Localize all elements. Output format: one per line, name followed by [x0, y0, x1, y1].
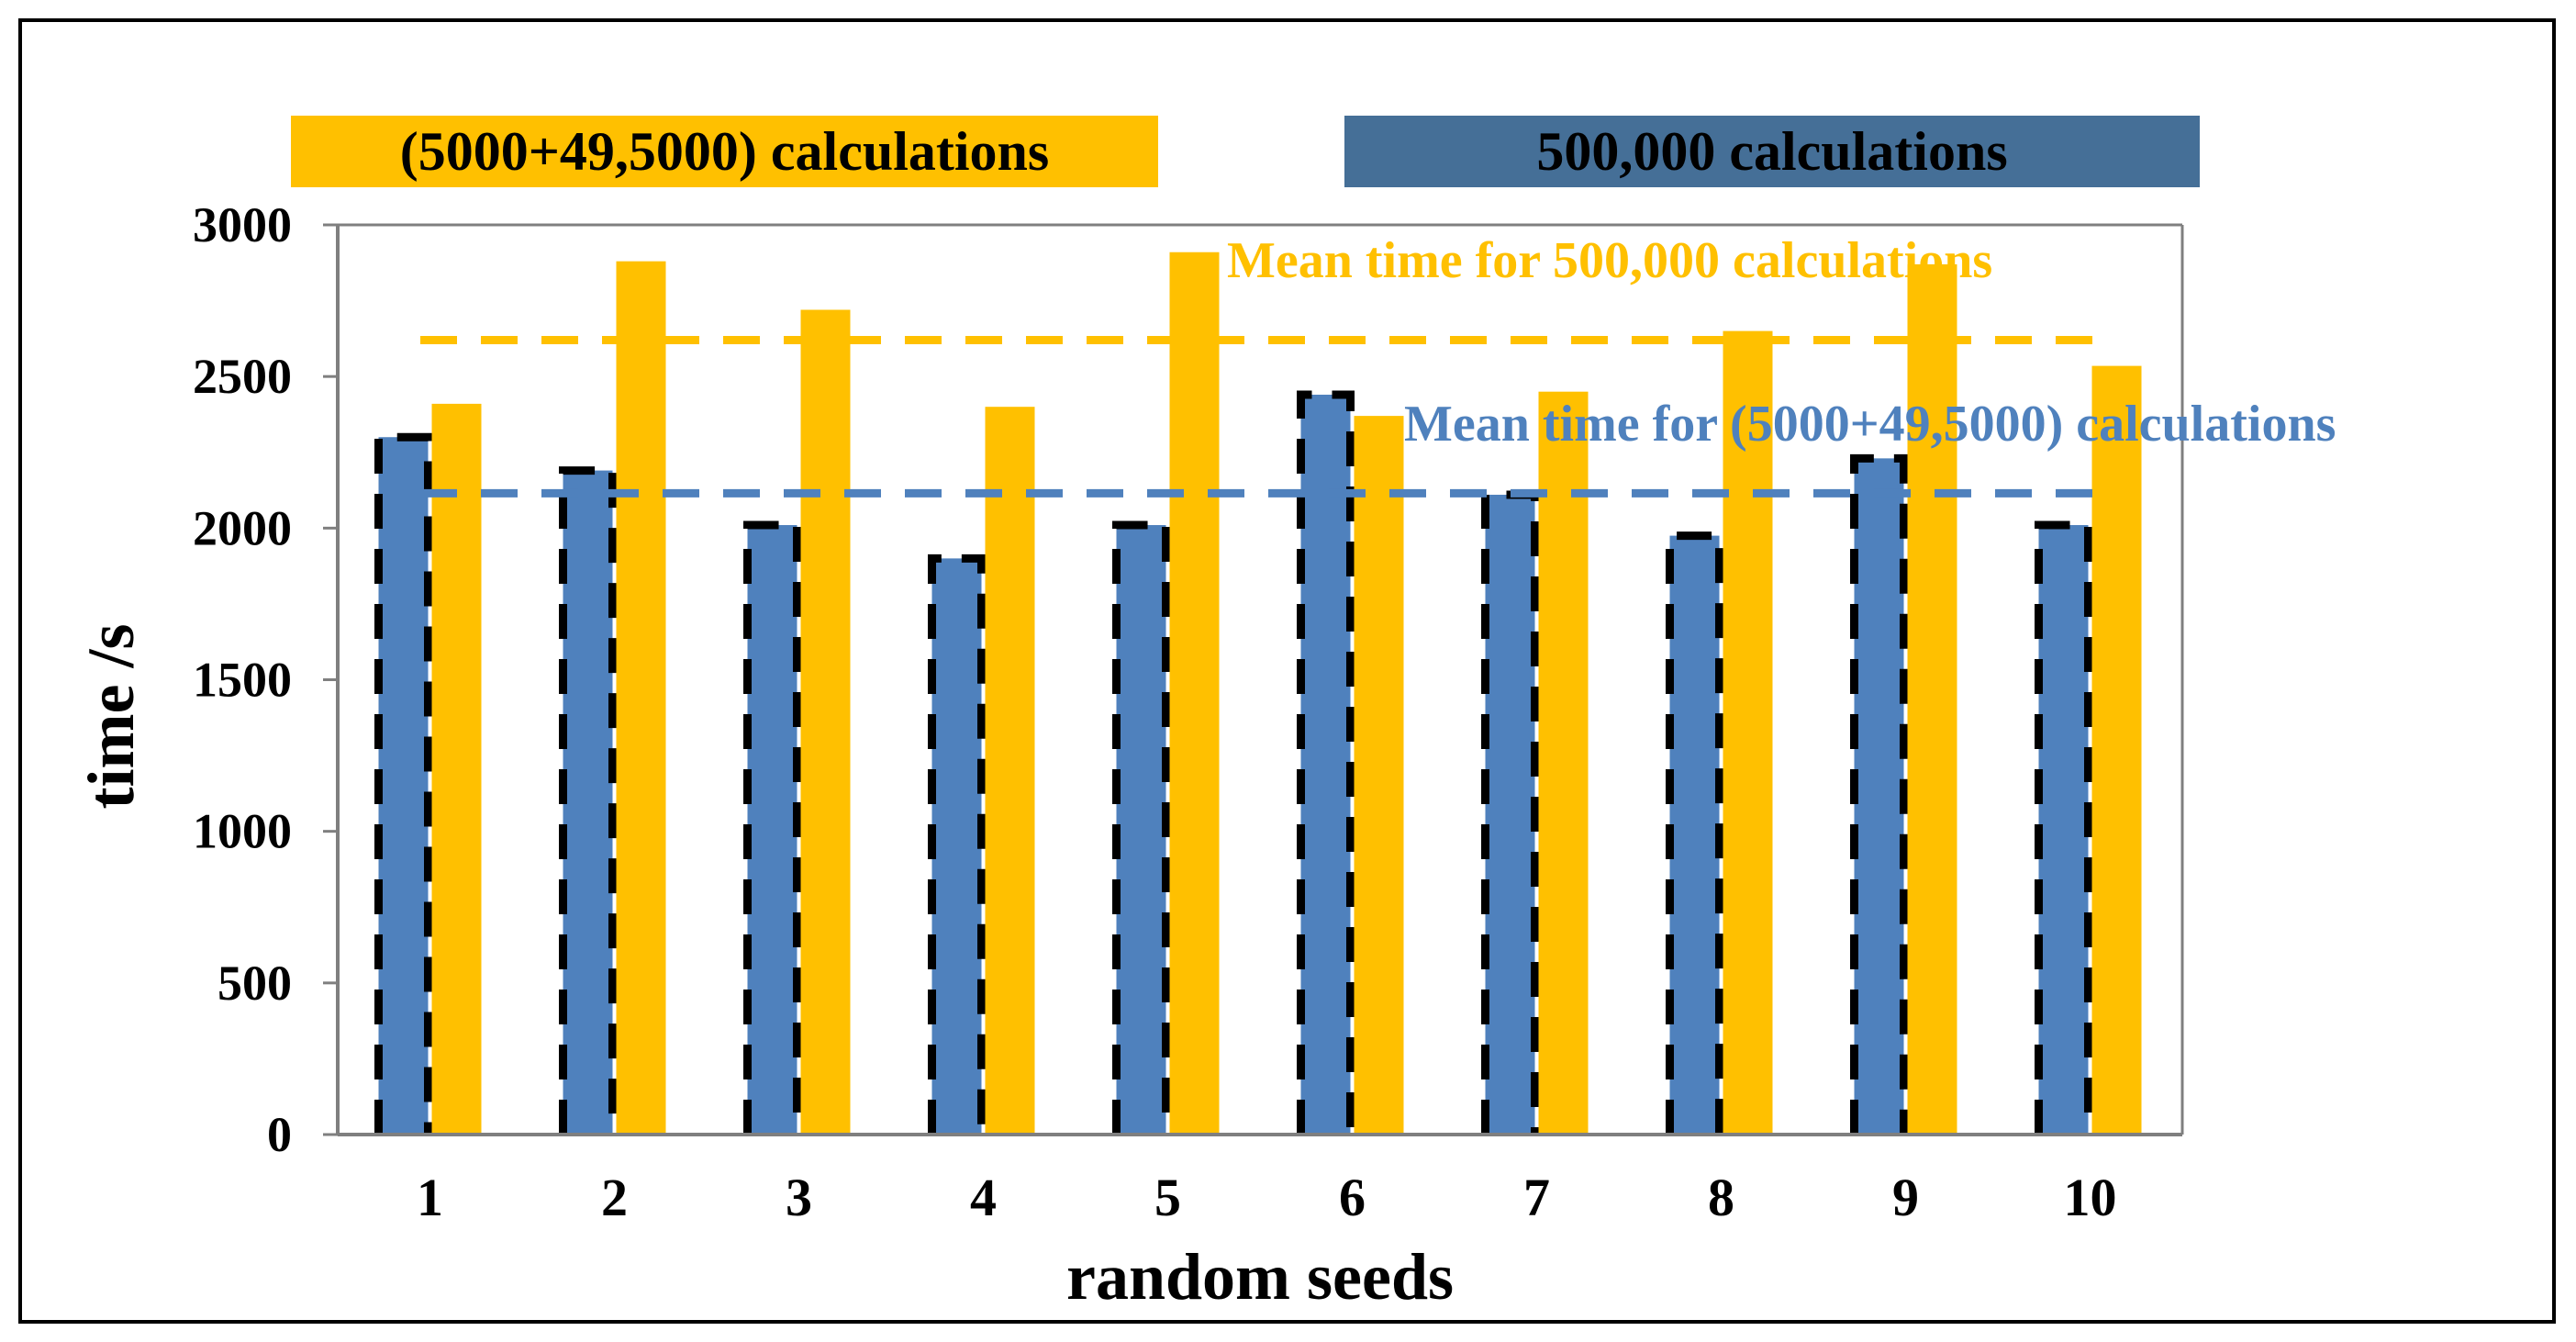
y-tick-label: 1500	[193, 653, 292, 708]
x-tick-label: 7	[1523, 1168, 1550, 1227]
bar-series-1-outline	[1481, 490, 1539, 1135]
bar-series-1	[1669, 535, 1720, 1135]
x-axis-title: random seeds	[1066, 1240, 1454, 1314]
x-tick-label: 5	[1154, 1168, 1181, 1227]
y-axis-ticks: 0 500 1000 1500 2000 2500 3000	[193, 197, 338, 1162]
bar-series-1-outline	[743, 520, 801, 1135]
x-tick-label: 1	[417, 1168, 443, 1227]
legend-label-blue: 500,000 calculations	[1536, 120, 2008, 182]
x-axis-ticks: 1 2 3 4 5 6 7 8 9 10	[417, 1168, 2117, 1227]
x-tick-label: 9	[1892, 1168, 1919, 1227]
bar-series-2	[1169, 252, 1220, 1135]
y-tick-label: 1000	[193, 804, 292, 859]
bar-series-2	[2091, 365, 2142, 1135]
y-tick-label: 2500	[193, 349, 292, 404]
bar-series-2	[1907, 263, 1957, 1135]
bar-series-1	[747, 525, 797, 1135]
x-tick-label: 3	[786, 1168, 812, 1227]
bar-series-1-outline	[1112, 520, 1170, 1135]
bars	[374, 252, 2142, 1135]
bar-series-2	[800, 309, 851, 1135]
bar-series-1	[1300, 394, 1351, 1135]
y-axis-title: time /s	[74, 624, 148, 810]
bar-series-1	[378, 437, 429, 1135]
mean-lines	[420, 336, 2102, 498]
bar-series-1	[1854, 458, 1904, 1135]
bar-series-1	[2038, 525, 2089, 1135]
bar-series-1-outline	[1850, 453, 1908, 1135]
y-tick-label: 3000	[193, 197, 292, 252]
bar-series-2	[1723, 330, 1773, 1135]
bar-series-1	[1485, 494, 1535, 1135]
bar-series-1	[1116, 525, 1166, 1135]
legend-label-yellow: (5000+49,5000) calculations	[399, 120, 1050, 182]
bar-series-1-outline	[2035, 520, 2092, 1135]
legend-entry-blue: 500,000 calculations	[1344, 116, 2200, 187]
x-tick-label: 8	[1708, 1168, 1734, 1227]
bar-series-2	[1538, 391, 1589, 1135]
bar-series-1-outline	[559, 466, 617, 1135]
y-tick-label: 2000	[193, 500, 292, 555]
x-tick-label: 10	[2064, 1168, 2117, 1227]
x-tick-label: 4	[970, 1168, 997, 1227]
x-tick-label: 2	[601, 1168, 628, 1227]
bar-series-2	[985, 407, 1035, 1135]
bar-series-2	[616, 261, 666, 1135]
bar-series-2	[1354, 416, 1404, 1135]
y-tick-label: 500	[217, 956, 292, 1011]
bar-series-1	[931, 558, 982, 1135]
bar-series-1-outline	[1297, 390, 1355, 1135]
bar-series-2	[431, 403, 482, 1135]
mean-label-500000: Mean time for 500,000 calculations	[1227, 232, 1992, 289]
legend-entry-yellow: (5000+49,5000) calculations	[291, 116, 1158, 187]
bar-series-1	[563, 470, 613, 1135]
y-tick-label: 0	[267, 1107, 292, 1162]
bar-series-1-outline	[928, 554, 986, 1135]
mean-label-5000-49: Mean time for (5000+49,5000) calculation…	[1404, 396, 2336, 453]
bar-series-1-outline	[374, 432, 432, 1135]
bar-series-1-outline	[1666, 531, 1723, 1135]
x-tick-label: 6	[1339, 1168, 1366, 1227]
